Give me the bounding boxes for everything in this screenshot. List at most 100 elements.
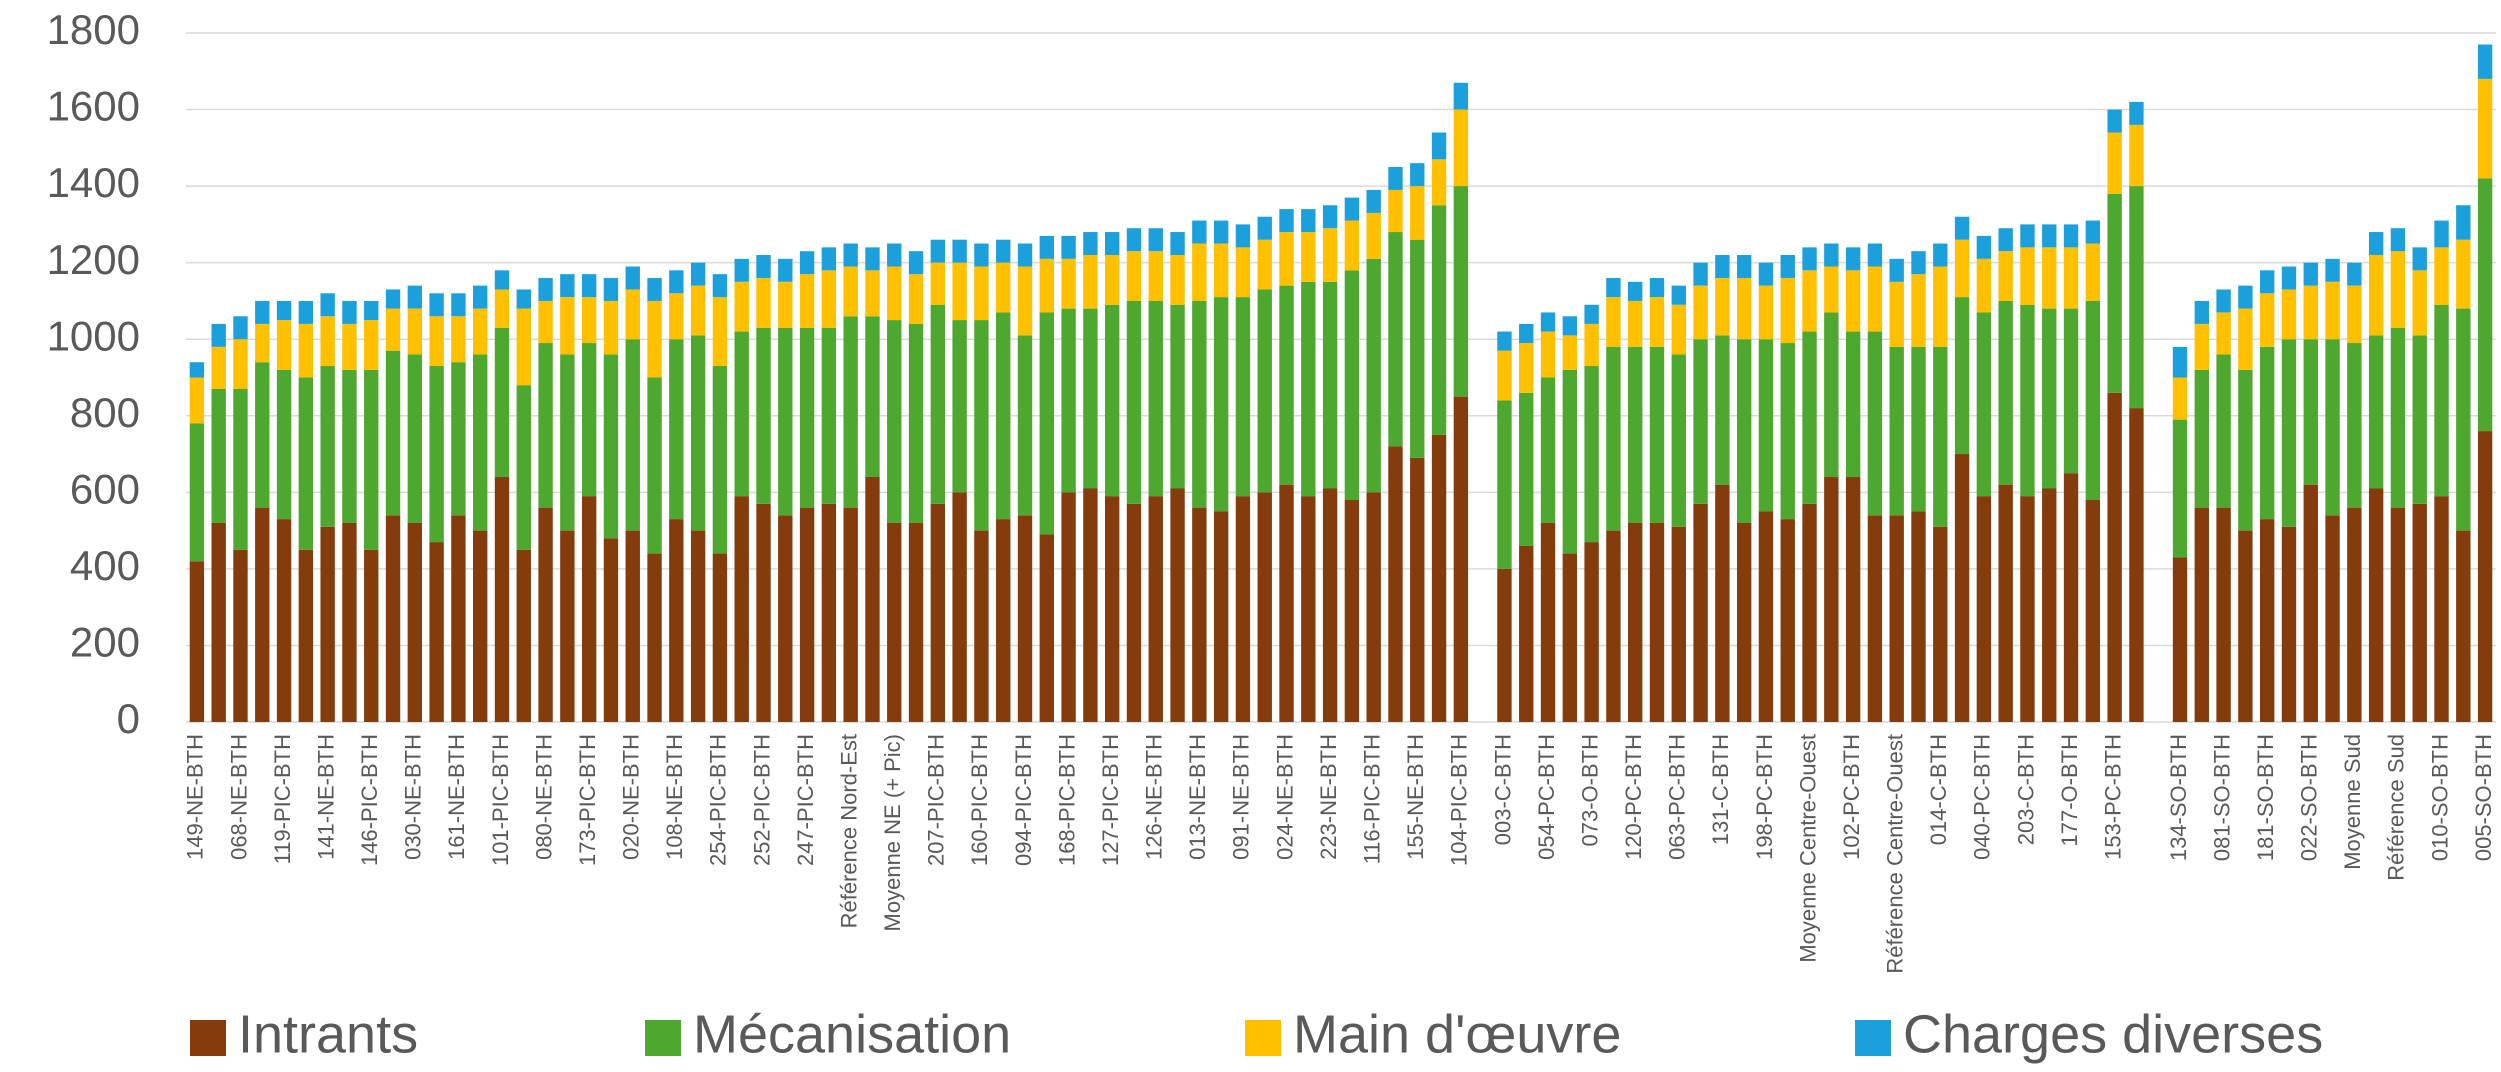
bar-segment — [865, 316, 880, 478]
legend-swatch — [190, 1020, 226, 1056]
bar-segment — [2412, 247, 2427, 271]
bar-segment — [996, 312, 1011, 520]
bar-segment — [1867, 243, 1883, 267]
x-tick-label: 168-PIC-BTH — [1054, 734, 1079, 866]
bar-segment — [1562, 369, 1578, 554]
bar-segment — [1083, 232, 1098, 256]
bar-segment — [473, 308, 488, 355]
bar-segment — [1388, 446, 1403, 722]
bar-segment — [1584, 323, 1599, 367]
bar-segment — [2477, 178, 2493, 432]
bar-segment — [276, 519, 292, 722]
bar-segment — [1606, 346, 1621, 531]
x-tick-label: 120-PC-BTH — [1621, 734, 1646, 860]
bar-segment — [2434, 304, 2449, 497]
bar-segment — [1824, 477, 1839, 722]
bar-segment — [647, 300, 662, 378]
bar-segment — [2238, 285, 2253, 309]
bar-segment — [1148, 228, 1163, 252]
bar-segment — [712, 366, 728, 554]
bar-segment — [2063, 473, 2079, 722]
bar-segment — [1279, 209, 1294, 233]
bar-segment — [2303, 339, 2318, 485]
bar-segment — [1606, 277, 1621, 298]
bar-segment — [1562, 553, 1578, 722]
bar-segment — [1148, 251, 1163, 301]
bar-segment — [2129, 408, 2144, 722]
y-tick-label: 1400 — [47, 159, 140, 206]
bar-segment — [1976, 312, 1992, 497]
bar-segment — [1039, 258, 1054, 313]
bar-segment — [1867, 331, 1883, 516]
bar-segment — [364, 320, 379, 370]
bar-segment — [1431, 434, 1447, 722]
bar-segment — [1192, 300, 1207, 508]
bar-segment — [1497, 350, 1512, 401]
bar-segment — [1170, 488, 1185, 722]
bar-segment — [1344, 220, 1360, 271]
bar-segment — [2129, 186, 2144, 409]
bar-segment — [1213, 297, 1229, 512]
bar-segment — [1126, 503, 1142, 722]
bar-segment — [1083, 308, 1098, 489]
bar-segment — [473, 285, 488, 309]
bar-segment — [1301, 496, 1316, 722]
y-tick-label: 1600 — [47, 83, 140, 130]
x-tick-label: 116-PIC-BTH — [1360, 734, 1385, 864]
bar-segment — [996, 262, 1011, 313]
bar-segment — [1192, 220, 1207, 244]
bar-segment — [974, 530, 989, 722]
bar-segment — [2368, 255, 2384, 336]
bar-segment — [625, 266, 640, 290]
bar-segment — [1170, 255, 1185, 305]
bar-segment — [2259, 270, 2275, 294]
bar-segment — [1213, 220, 1229, 244]
bar-segment — [233, 388, 248, 550]
bar-segment — [1867, 266, 1883, 332]
bar-segment — [581, 496, 597, 722]
bar-segment — [843, 316, 858, 508]
bar-segment — [1758, 339, 1774, 512]
bar-segment — [1410, 186, 1425, 240]
bar-segment — [974, 266, 989, 321]
bar-segment — [2238, 308, 2253, 370]
bar-segment — [1802, 331, 1817, 504]
bar-segment — [843, 266, 858, 317]
x-tick-label: Référence Centre-Ouest — [1883, 734, 1908, 974]
bar-segment — [2238, 369, 2253, 531]
legend-swatch — [645, 1020, 681, 1056]
bar-segment — [298, 549, 314, 722]
bar-segment — [1671, 526, 1686, 722]
bar-segment — [2107, 132, 2122, 194]
bar-segment — [2303, 484, 2318, 722]
bar-segment — [1693, 503, 1708, 722]
bar-segment — [2216, 507, 2231, 722]
bar-segment — [1845, 477, 1861, 722]
bar-segment — [1039, 235, 1054, 259]
bar-segment — [1453, 109, 1469, 187]
x-tick-label: 127-PIC-BTH — [1098, 734, 1123, 866]
bar-segment — [255, 323, 270, 363]
bar-segment — [1083, 255, 1098, 309]
bar-segment — [451, 362, 466, 516]
x-tick-label: 254-PIC-BTH — [706, 734, 731, 866]
bar-segment — [1039, 534, 1054, 722]
bar-segment — [821, 327, 837, 504]
bar-segment — [734, 281, 749, 332]
bar-segment — [233, 316, 248, 340]
x-tick-label: Moyenne NE (+ Pic) — [880, 734, 905, 931]
bar-segment — [1017, 243, 1033, 267]
x-tick-label: 080-NE-BTH — [531, 734, 556, 860]
bar-segment — [211, 323, 226, 347]
bar-segment — [342, 323, 357, 370]
bar-segment — [2434, 496, 2449, 722]
x-tick-label: 177-O-BTH — [2057, 734, 2082, 846]
bar-segment — [625, 339, 640, 531]
bar-segment — [821, 503, 837, 722]
x-tick-label: Référence Sud — [2384, 734, 2409, 881]
bar-segment — [1606, 297, 1621, 347]
bar-segment — [1584, 366, 1599, 543]
bar-segment — [1889, 515, 1904, 722]
bar-segment — [560, 354, 575, 531]
